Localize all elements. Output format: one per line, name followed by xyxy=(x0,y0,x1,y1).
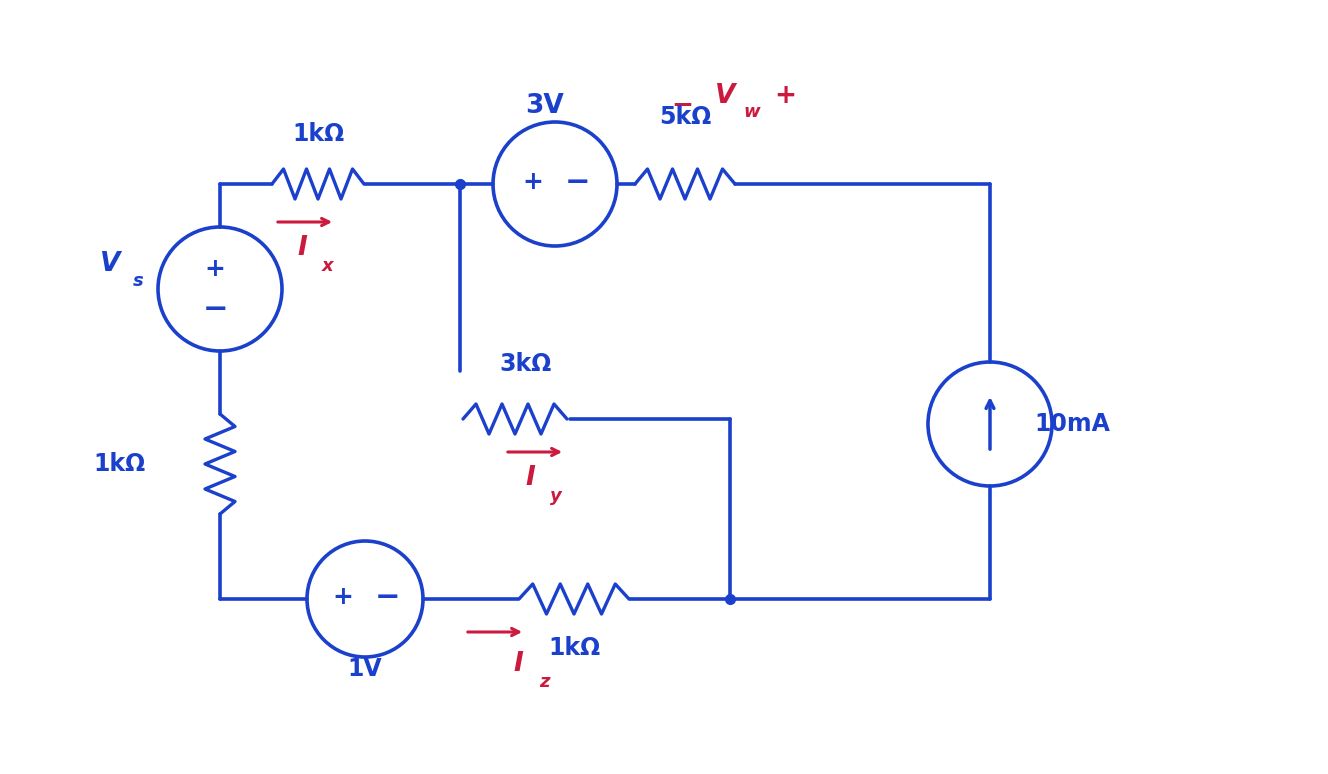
Text: 1V: 1V xyxy=(348,657,382,681)
Text: x: x xyxy=(323,257,333,275)
Text: 3V: 3V xyxy=(526,93,564,119)
Text: 1kΩ: 1kΩ xyxy=(93,452,145,476)
Text: +: + xyxy=(522,170,543,194)
Text: V: V xyxy=(100,251,121,277)
Text: I: I xyxy=(513,651,523,677)
Text: 3kΩ: 3kΩ xyxy=(499,352,551,376)
Text: I: I xyxy=(297,235,307,261)
Text: z: z xyxy=(539,673,550,691)
Text: +: + xyxy=(205,257,226,281)
Text: s: s xyxy=(133,272,143,290)
Text: w: w xyxy=(744,103,761,121)
Text: 10mA: 10mA xyxy=(1035,412,1110,436)
Text: y: y xyxy=(550,487,562,505)
Text: +: + xyxy=(332,585,353,609)
Text: −: − xyxy=(202,294,227,324)
Text: 5kΩ: 5kΩ xyxy=(659,105,710,129)
Text: −: − xyxy=(374,583,400,611)
Text: −: − xyxy=(671,93,693,119)
Text: −: − xyxy=(564,167,590,197)
Text: 1kΩ: 1kΩ xyxy=(292,122,344,146)
Text: +: + xyxy=(774,83,795,109)
Text: I: I xyxy=(525,465,535,491)
Text: V: V xyxy=(714,83,736,109)
Text: 1kΩ: 1kΩ xyxy=(548,636,600,660)
